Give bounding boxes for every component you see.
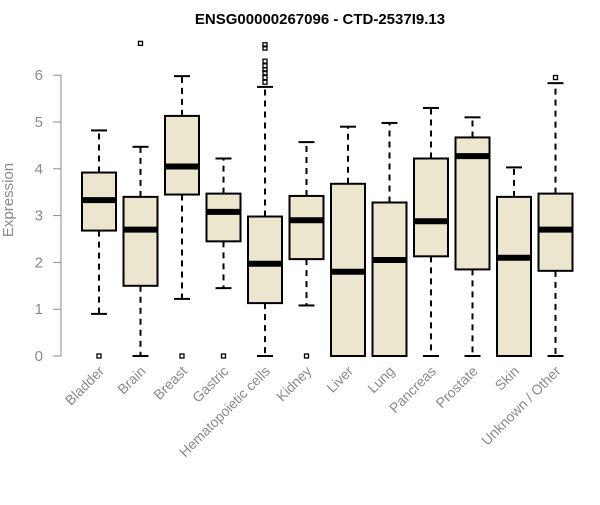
x-tick-label: Lung <box>364 363 397 396</box>
outlier-point <box>262 45 268 51</box>
box-group <box>81 129 117 359</box>
y-tick-label: 6 <box>35 67 43 84</box>
box-group <box>413 106 449 357</box>
x-tick-label: Skin <box>492 363 523 394</box>
outlier-point <box>179 353 185 359</box>
box-group <box>247 42 283 357</box>
x-tick-label: Bladder <box>62 363 108 409</box>
box-group <box>288 141 325 359</box>
iqr-box <box>413 157 449 258</box>
box-group <box>122 40 159 357</box>
y-tick-label: 5 <box>35 114 43 131</box>
iqr-box <box>288 194 325 261</box>
y-axis: 0 1 2 3 4 5 6 <box>35 67 62 365</box>
iqr-box <box>454 136 491 271</box>
outlier-point <box>262 70 268 76</box>
box-group <box>330 125 366 357</box>
box-group <box>205 157 242 359</box>
x-tick-label: Liver <box>323 363 356 396</box>
outlier-point <box>262 74 268 81</box>
outlier-point <box>96 353 102 359</box>
y-tick-label: 4 <box>35 161 43 178</box>
x-tick-label: Prostate <box>432 363 480 411</box>
outlier-point <box>262 63 268 69</box>
y-tick-label: 0 <box>35 348 43 365</box>
outlier-point <box>262 79 268 85</box>
box-group <box>496 166 532 357</box>
box-group <box>454 116 491 357</box>
outlier-point <box>303 353 310 359</box>
outlier-point <box>137 40 144 47</box>
outlier-point <box>262 42 268 48</box>
y-axis-label: Expression <box>0 163 17 237</box>
outlier-point <box>220 353 227 359</box>
chart-title: ENSG00000267096 - CTD-2537I9.13 <box>195 11 445 28</box>
box-group <box>371 121 408 357</box>
box-group <box>164 75 200 359</box>
iqr-box <box>496 195 532 357</box>
x-tick-label: Unknown / Other <box>478 363 564 449</box>
y-tick-label: 2 <box>35 254 43 271</box>
y-tick-label: 3 <box>35 208 43 225</box>
x-tick-label: Kidney <box>273 363 315 405</box>
outlier-point <box>262 58 268 64</box>
iqr-box <box>371 201 408 357</box>
iqr-box <box>164 114 200 196</box>
x-tick-label: Breast <box>150 363 190 403</box>
box-group <box>537 74 574 357</box>
plot-area <box>81 40 574 359</box>
x-tick-label: Brain <box>114 363 148 397</box>
iqr-box <box>205 192 242 243</box>
iqr-box <box>247 215 283 305</box>
y-tick-label: 1 <box>35 301 43 318</box>
outlier-point <box>552 74 559 81</box>
iqr-box <box>122 195 159 287</box>
